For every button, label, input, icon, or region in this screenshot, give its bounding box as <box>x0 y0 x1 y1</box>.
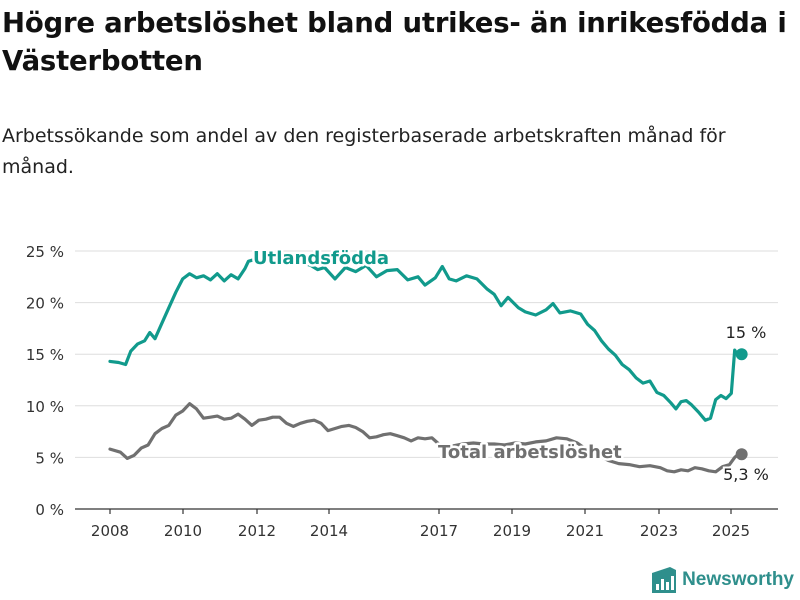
brand-name: Newsworthy <box>682 569 794 590</box>
newsworthy-logo-icon <box>652 567 677 593</box>
end-value-label-0: 15 % <box>726 323 767 342</box>
x-tick-label: 2012 <box>238 522 276 540</box>
x-tick-label: 2017 <box>420 522 458 540</box>
y-tick-label: 15 % <box>26 346 64 364</box>
x-tick-label: 2008 <box>91 522 129 540</box>
y-tick-label: 20 % <box>26 295 64 313</box>
y-tick-label: 25 % <box>26 243 64 261</box>
series-label-total: Total arbetslöshet <box>438 442 622 463</box>
y-tick-label: 0 % <box>35 501 64 519</box>
series-line-1 <box>108 402 744 474</box>
chart-title: Högre arbetslöshet bland utrikes- än inr… <box>2 7 787 77</box>
x-tick-label: 2010 <box>164 522 202 540</box>
x-tick-label: 2019 <box>493 522 531 540</box>
chart-subtitle: Arbetssökande som andel av den registerb… <box>2 125 726 178</box>
series-end-marker-0 <box>735 348 748 361</box>
series-label-utlandsfodda: Utlandsfödda <box>253 248 389 269</box>
y-tick-label: 10 % <box>26 398 64 416</box>
series-end-marker-1 <box>735 448 748 461</box>
x-tick-label: 2014 <box>310 522 348 540</box>
x-tick-label: 2025 <box>712 522 750 540</box>
series-line-0 <box>108 255 744 422</box>
end-value-label-1: 5,3 % <box>723 465 769 484</box>
y-tick-label: 5 % <box>35 449 64 467</box>
x-tick-label: 2023 <box>640 522 678 540</box>
brand-logo: Newsworthy <box>652 566 794 594</box>
x-tick-label: 2021 <box>566 522 604 540</box>
